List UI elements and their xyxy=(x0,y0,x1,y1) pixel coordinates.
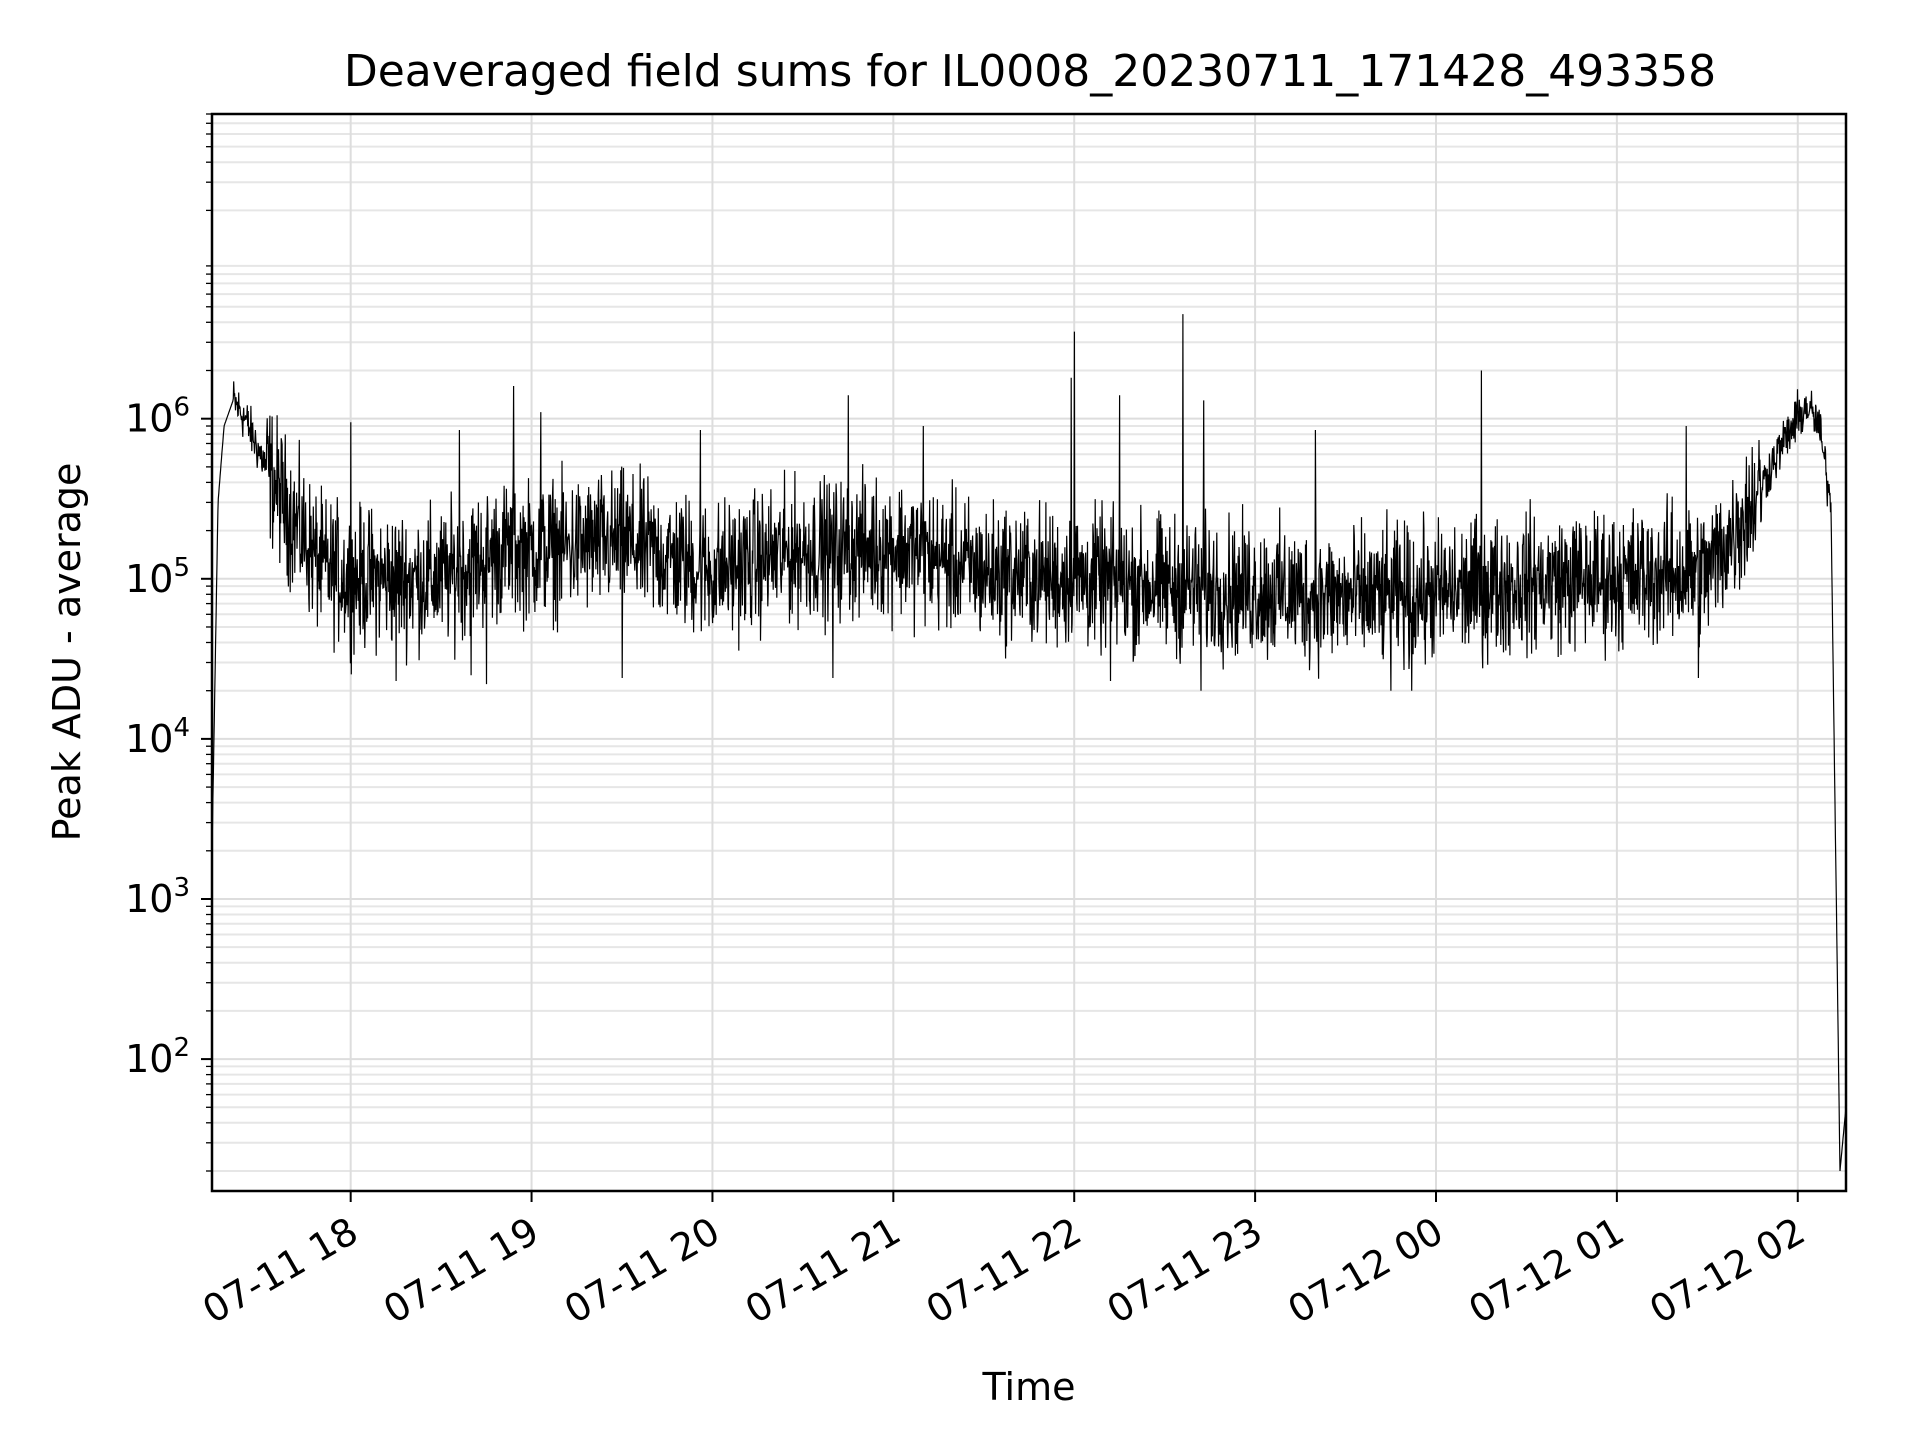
minor-gridlines xyxy=(212,113,1846,1172)
y-tick-label: 104 xyxy=(125,713,190,761)
series-group xyxy=(211,314,1847,1172)
series-line xyxy=(211,314,1847,1172)
y-tick-label: 106 xyxy=(125,393,190,441)
y-axis: 102 103 104 105 106 xyxy=(125,113,212,1172)
plot-frame xyxy=(210,112,1848,1193)
x-axis-label: Time xyxy=(982,1365,1076,1409)
y-tick-label: 103 xyxy=(125,873,190,921)
chart-title: Deaveraged field sums for IL0008_2023071… xyxy=(344,46,1716,97)
y-axis-label: Peak ADU - average xyxy=(45,463,89,842)
y-tick-label: 105 xyxy=(125,553,190,601)
y-tick-label: 102 xyxy=(125,1033,190,1081)
